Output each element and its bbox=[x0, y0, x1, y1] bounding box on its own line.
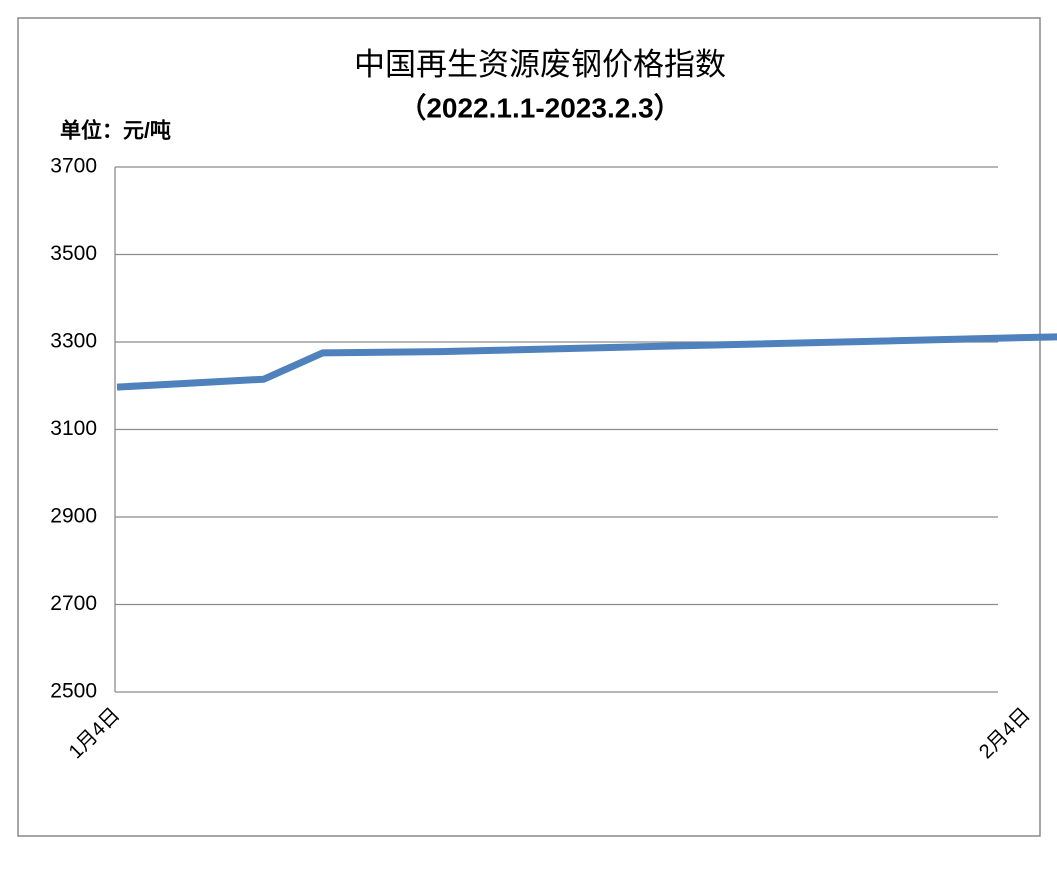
y-tick-label: 3100 bbox=[50, 417, 97, 440]
y-tick-label: 3700 bbox=[50, 155, 97, 178]
y-tick-label: 2500 bbox=[50, 680, 97, 703]
y-tick-label: 2700 bbox=[50, 592, 97, 615]
y-axis-label: 单位：元/吨 bbox=[60, 119, 171, 143]
y-tick-label: 3500 bbox=[50, 242, 97, 265]
chart-title: 中国再生资源废钢价格指数 bbox=[354, 47, 726, 82]
y-tick-label: 3300 bbox=[50, 330, 97, 353]
chart-border bbox=[17, 17, 1041, 837]
y-tick-label: 2900 bbox=[50, 505, 97, 528]
chart-subtitle: （2022.1.1-2023.2.3） bbox=[398, 91, 681, 123]
